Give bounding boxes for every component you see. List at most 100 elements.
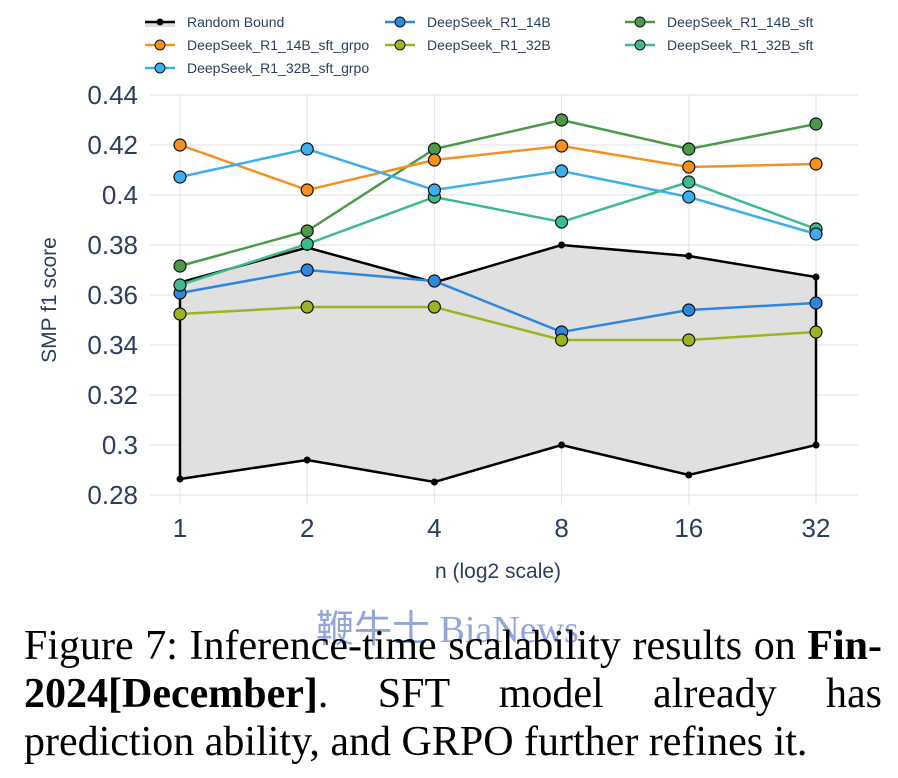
- legend-swatch-marker: [394, 16, 406, 28]
- legend-item-deepseek-r1-14b-sft-grpo: DeepSeek_R1_14B_sft_grpo: [145, 37, 369, 53]
- data-point: [682, 333, 696, 347]
- data-point: [173, 278, 187, 292]
- x-tick-label: 1: [173, 513, 187, 543]
- y-tick-label: 0.4: [102, 180, 138, 210]
- series-line: [179, 143, 817, 192]
- data-point: [554, 113, 569, 127]
- random-bound-point: [176, 475, 184, 483]
- legend-swatch-marker: [394, 39, 406, 51]
- legend-label: DeepSeek_R1_32B_sft: [667, 37, 813, 53]
- x-tick-label: 32: [802, 513, 831, 543]
- data-point: [682, 175, 696, 189]
- x-tick-label: 16: [674, 513, 703, 543]
- legend-item-deepseek-r1-32b-sft-grpo: DeepSeek_R1_32B_sft_grpo: [145, 60, 369, 76]
- x-axis-ticks: 1 2 4 8 16 32: [173, 513, 831, 543]
- random-bound-point: [430, 478, 438, 486]
- random-bound-area: [176, 241, 820, 486]
- data-point: [554, 164, 569, 178]
- x-tick-label: 2: [300, 513, 314, 543]
- y-axis-title: SMP f1 score: [38, 237, 61, 363]
- random-bound-point: [685, 252, 693, 260]
- caption-dataset: Fin-2024[December]: [24, 623, 882, 717]
- chart: Random Bound DeepSeek_R1_14B DeepSeek_R1_1…: [38, 14, 858, 583]
- data-point: [682, 142, 696, 156]
- y-axis-ticks: 0.28 0.3 0.32 0.34 0.36 0.38 0.4 0.42 0.44: [87, 80, 138, 510]
- random-bound-polygon: [178, 243, 818, 484]
- x-tick-label: 4: [427, 513, 441, 543]
- y-tick-label: 0.38: [87, 230, 138, 260]
- y-tick-label: 0.3: [102, 430, 138, 460]
- data-point: [173, 170, 187, 184]
- legend-label: DeepSeek_R1_32B: [427, 37, 551, 53]
- data-point: [300, 142, 314, 156]
- legend-item-deepseek-r1-32b-sft: DeepSeek_R1_32B_sft: [625, 37, 813, 53]
- random-bound-point: [812, 441, 820, 449]
- random-bound-point: [685, 471, 693, 479]
- y-tick-label: 0.32: [87, 380, 138, 410]
- legend-swatch-marker: [154, 39, 166, 51]
- series-deepseek-r1-14b-sft-grpo: [173, 138, 823, 197]
- data-point: [300, 237, 314, 251]
- random-bound-point: [558, 441, 566, 449]
- random-bound-point: [558, 241, 566, 249]
- data-point: [300, 300, 314, 314]
- data-point: [809, 157, 823, 171]
- legend-item-deepseek-r1-32b: DeepSeek_R1_32B: [385, 37, 551, 53]
- data-point: [427, 274, 441, 288]
- legend-label: DeepSeek_R1_14B: [427, 14, 551, 30]
- series-lines: [173, 113, 823, 347]
- random-bound-point: [303, 456, 311, 464]
- data-point: [809, 296, 823, 310]
- caption-suffix: . SFT model already has prediction abili…: [24, 671, 882, 765]
- data-point: [682, 190, 696, 204]
- data-point: [173, 138, 187, 152]
- watermark: 鞭牛士 BiaNews: [316, 609, 579, 651]
- legend-item-random-bound: Random Bound: [145, 14, 284, 30]
- legend-label: DeepSeek_R1_14B_sft_grpo: [187, 37, 369, 53]
- caption-prefix: Figure 7: Inference-time scalability res…: [24, 623, 808, 669]
- legend-item-deepseek-r1-14b-sft: DeepSeek_R1_14B_sft: [625, 14, 813, 30]
- y-tick-label: 0.36: [87, 280, 138, 310]
- data-point: [300, 183, 314, 197]
- legend-label: DeepSeek_R1_32B_sft_grpo: [187, 60, 369, 76]
- series-deepseek-r1-32b: [173, 300, 823, 347]
- y-tick-label: 0.28: [87, 480, 138, 510]
- legend-swatch-marker: [154, 62, 166, 74]
- legend: Random Bound DeepSeek_R1_14B DeepSeek_R1_1…: [145, 14, 813, 76]
- legend-label: Random Bound: [187, 14, 284, 30]
- y-tick-label: 0.44: [87, 80, 138, 110]
- data-point: [809, 227, 823, 241]
- y-tick-label: 0.34: [87, 330, 138, 360]
- legend-swatch-marker: [634, 16, 646, 28]
- data-point: [809, 117, 823, 131]
- series-line: [179, 268, 817, 334]
- series-line: [179, 147, 817, 236]
- data-point: [427, 300, 441, 314]
- random-bound-point: [812, 273, 820, 281]
- legend-item-deepseek-r1-14b: DeepSeek_R1_14B: [385, 14, 551, 30]
- data-point: [554, 139, 569, 153]
- series-deepseek-r1-32b-sft-grpo: [173, 142, 823, 241]
- series-line: [179, 305, 817, 342]
- legend-swatch-marker: [156, 18, 164, 26]
- data-point: [809, 325, 823, 339]
- legend-swatch-marker: [634, 39, 646, 51]
- y-tick-label: 0.42: [87, 130, 138, 160]
- series-line: [179, 180, 817, 287]
- data-point: [682, 303, 696, 317]
- data-point: [427, 183, 441, 197]
- data-point: [173, 259, 187, 273]
- series-line: [179, 118, 817, 268]
- data-point: [554, 333, 569, 347]
- series-deepseek-r1-14b-sft: [173, 113, 823, 273]
- data-point: [554, 215, 569, 229]
- data-point: [682, 160, 696, 174]
- x-axis-title: n (log2 scale): [435, 560, 561, 583]
- x-tick-label: 8: [554, 513, 568, 543]
- data-point: [300, 263, 314, 277]
- data-point: [427, 142, 441, 156]
- legend-label: DeepSeek_R1_14B_sft: [667, 14, 813, 30]
- figure-caption: Figure 7: Inference-time scalability res…: [24, 622, 882, 766]
- data-point: [173, 307, 187, 321]
- data-point: [427, 153, 441, 167]
